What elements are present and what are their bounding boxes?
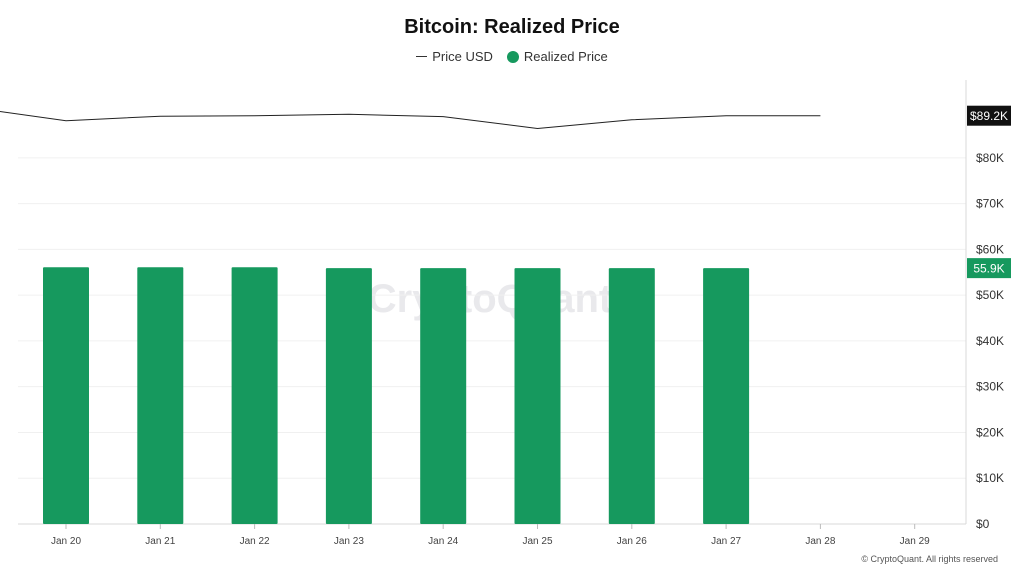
legend-dot-icon bbox=[506, 50, 519, 63]
y-tick-label: $30K bbox=[976, 380, 1004, 394]
x-tick-label: Jan 27 bbox=[711, 536, 741, 547]
y-tick-label: $10K bbox=[976, 471, 1004, 485]
y-tick-label: $70K bbox=[976, 197, 1004, 211]
legend-label-realized-price: Realized Price bbox=[523, 49, 608, 64]
legend-item-price-usd[interactable]: Price USD bbox=[416, 49, 493, 64]
x-tick-label: Jan 25 bbox=[522, 536, 552, 547]
x-tick-label: Jan 20 bbox=[51, 536, 81, 547]
y-tick-label: $60K bbox=[976, 242, 1004, 256]
x-tick-label: Jan 21 bbox=[145, 536, 175, 547]
realized-price-bar bbox=[137, 267, 184, 524]
chart-legend: Price USD Realized Price bbox=[0, 49, 1024, 64]
x-tick-label: Jan 24 bbox=[428, 536, 458, 547]
realized-price-bar bbox=[231, 267, 278, 524]
realized-price-bar bbox=[703, 268, 750, 524]
last-value-badge bbox=[967, 105, 1011, 126]
legend-label-price-usd: Price USD bbox=[432, 49, 493, 64]
legend-item-realized-price[interactable]: Realized Price bbox=[506, 49, 608, 64]
realized-price-bar bbox=[608, 268, 655, 524]
y-tick-label: $50K bbox=[976, 288, 1004, 302]
price-usd-line bbox=[0, 110, 821, 130]
x-tick-label: Jan 26 bbox=[617, 536, 647, 547]
x-tick-label: Jan 23 bbox=[334, 536, 364, 547]
watermark-text: CryptoQuant bbox=[368, 277, 612, 321]
y-tick-label: $0 bbox=[976, 517, 990, 531]
x-tick-label: Jan 22 bbox=[240, 536, 270, 547]
legend-line-icon bbox=[416, 56, 428, 57]
last-value-badge bbox=[967, 258, 1011, 279]
y-tick-label: $20K bbox=[976, 425, 1004, 439]
chart-title: Bitcoin: Realized Price bbox=[404, 16, 620, 38]
last-value-label: $89.2K bbox=[970, 109, 1008, 123]
realized-price-bar bbox=[43, 267, 89, 524]
y-tick-label: $40K bbox=[976, 334, 1004, 348]
realized-price-bar bbox=[420, 268, 467, 524]
x-tick-label: Jan 28 bbox=[805, 536, 835, 547]
copyright-footer: © CryptoQuant. All rights reserved bbox=[861, 554, 998, 564]
realized-price-bar bbox=[325, 268, 372, 524]
realized-price-bar bbox=[514, 268, 561, 524]
y-tick-label: $80K bbox=[976, 151, 1004, 165]
x-tick-label: Jan 29 bbox=[900, 536, 930, 547]
last-value-label: 55.9K bbox=[973, 262, 1004, 276]
